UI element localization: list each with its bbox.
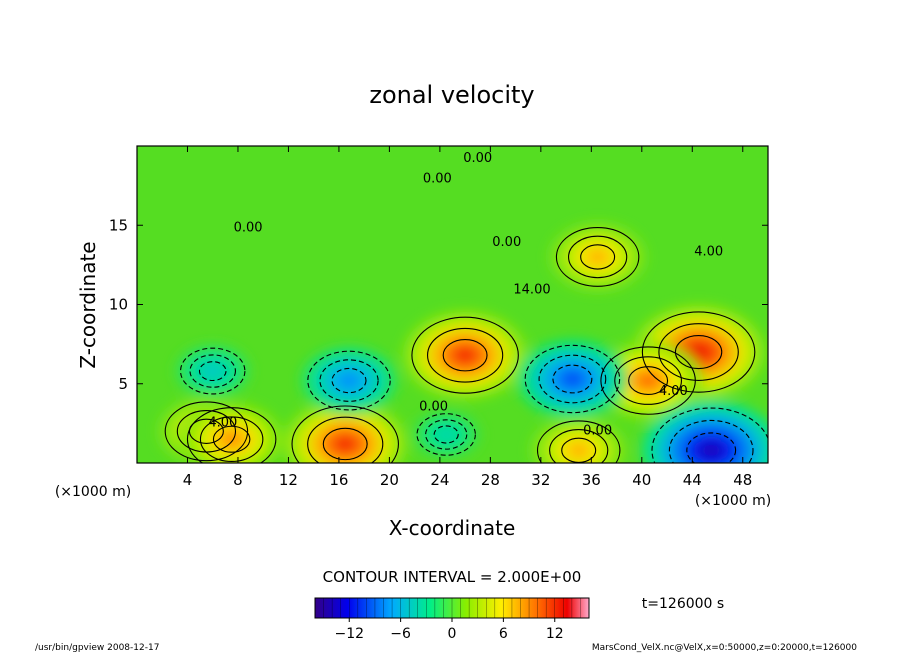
x-tick-label-11: 48 (733, 471, 752, 489)
x-tick-label-9: 40 (632, 471, 651, 489)
x-unit-note: (×1000 m) (695, 493, 771, 509)
x-tick-label-4: 20 (380, 471, 399, 489)
colorbar-tick-label-3: 6 (499, 626, 508, 642)
y-tick-label-0: 5 (118, 375, 128, 393)
x-tick-label-6: 28 (481, 471, 500, 489)
x-tick-label-8: 36 (582, 471, 601, 489)
feature-4-level-4 (569, 443, 589, 458)
colorbar-tick-label-1: −6 (390, 626, 411, 642)
feature-2-level-4 (637, 372, 660, 389)
feature-10-contour-2 (580, 244, 616, 270)
feature-4-contour-1 (549, 429, 609, 463)
feature-5-level-4 (561, 371, 584, 387)
feature-9-level-4 (205, 365, 221, 377)
contour-label-7: 4.00 (208, 416, 237, 431)
colorbar-tick-label-4: 12 (546, 626, 564, 642)
feature-6-level-4 (339, 373, 359, 388)
feature-6-contour-1 (319, 359, 379, 402)
field-features (157, 222, 768, 463)
time-label: t=126000 s (642, 596, 724, 612)
feature-12-contour-1 (199, 416, 264, 463)
feature-5-contour-2 (552, 364, 593, 394)
feature-4-contour-0 (536, 420, 621, 463)
feature-10-contour-0 (555, 227, 640, 287)
x-tick-label-0: 4 (183, 471, 193, 489)
chart-title: zonal velocity (369, 81, 534, 109)
feature-0-contour-0 (411, 316, 519, 394)
feature-0-contour-2 (442, 339, 488, 372)
colorbar-segments (323, 598, 581, 618)
x-tick-label-3: 16 (329, 471, 348, 489)
contour-interval-label: CONTOUR INTERVAL = 2.000E+00 (323, 568, 582, 586)
x-tick-label-2: 12 (279, 471, 298, 489)
y-unit-note: (×1000 m) (55, 484, 131, 500)
feature-12-contour-0 (186, 407, 277, 463)
contour-label-4: 14.00 (513, 282, 550, 297)
feature-3-contour-0 (291, 405, 399, 463)
colorbar: −12 −6 0 6 12 (314, 597, 590, 642)
feature-0-contour-1 (427, 327, 504, 383)
feature-5-contour-1 (538, 354, 607, 404)
footer-source: MarsCond_VelX.nc@VelX,x=0:50000,z=0:2000… (592, 643, 857, 653)
feature-11-contour-2 (188, 418, 224, 444)
colorbar-ticks: −12 −6 0 6 12 (334, 618, 564, 642)
contour-label-9: 4.00 (659, 384, 688, 399)
contour-labels: 0.00 0.00 0.00 0.00 14.00 4.00 0.00 4.00 0.00 4.0… (208, 151, 723, 439)
feature-12-level-4 (221, 431, 243, 447)
x-axis-ticks: 4 8 12 16 20 24 28 32 36 40 44 48 (183, 146, 752, 489)
contour-label-6: 0.00 (419, 400, 448, 415)
contour-label-8: 0.00 (583, 423, 612, 438)
feature-1-contour-2 (674, 334, 723, 370)
feature-8-contour-0 (416, 413, 476, 456)
feature-10-level-4 (587, 250, 608, 264)
colorbar-tick-label-2: 0 (448, 626, 457, 642)
feature-0-level-4 (452, 346, 478, 365)
footer-program: /usr/bin/gpview 2008-12-17 (35, 643, 159, 653)
feature-7-level-4 (697, 440, 726, 461)
x-tick-label-5: 24 (430, 471, 449, 489)
feature-7-contour-2 (686, 432, 737, 463)
y-axis-ticks: 5 10 15 (109, 216, 768, 393)
y-axis-label: Z-coordinate (76, 241, 100, 368)
feature-10-contour-1 (568, 235, 628, 279)
contour-label-5: 4.00 (694, 244, 723, 259)
feature-5-contour-0 (524, 344, 621, 414)
feature-8-level-4 (439, 429, 454, 440)
x-tick-label-1: 8 (233, 471, 243, 489)
feature-6-contour-2 (331, 367, 367, 394)
x-tick-label-10: 44 (683, 471, 702, 489)
feature-7-contour-1 (668, 419, 754, 463)
contour-label-1: 0.00 (423, 171, 452, 186)
feature-8-contour-1 (425, 419, 468, 450)
contour-label-3: 0.00 (492, 235, 521, 250)
feature-12-contour-2 (212, 425, 251, 453)
feature-9-contour-0 (179, 347, 246, 395)
y-tick-label-2: 15 (109, 216, 128, 234)
x-axis-label: X-coordinate (389, 516, 516, 540)
feature-2-contour-1 (614, 356, 682, 405)
feature-9-contour-1 (189, 354, 236, 388)
feature-11-contour-0 (164, 401, 249, 462)
contour-label-0: 0.00 (463, 151, 492, 166)
feature-3-level-4 (332, 435, 358, 453)
feature-7-contour-0 (651, 407, 768, 463)
colorbar-tick-label-0: −12 (334, 626, 364, 642)
plot-area: 0.00 0.00 0.00 0.00 14.00 4.00 0.00 4.00 0.00 4.0… (109, 145, 769, 489)
y-tick-label-1: 10 (109, 296, 128, 314)
feature-1-contour-0 (641, 311, 756, 393)
feature-9-contour-2 (198, 361, 227, 382)
contour-label-2: 0.00 (234, 221, 263, 236)
x-tick-label-7: 32 (531, 471, 550, 489)
feature-2-contour-0 (600, 346, 696, 415)
feature-1-contour-1 (658, 323, 739, 381)
feature-8-contour-2 (433, 425, 459, 444)
feature-6-contour-0 (307, 350, 391, 411)
feature-3-contour-1 (307, 416, 384, 463)
contour-lines (164, 227, 768, 463)
feature-3-contour-2 (322, 427, 368, 461)
feature-2-contour-2 (628, 366, 669, 395)
